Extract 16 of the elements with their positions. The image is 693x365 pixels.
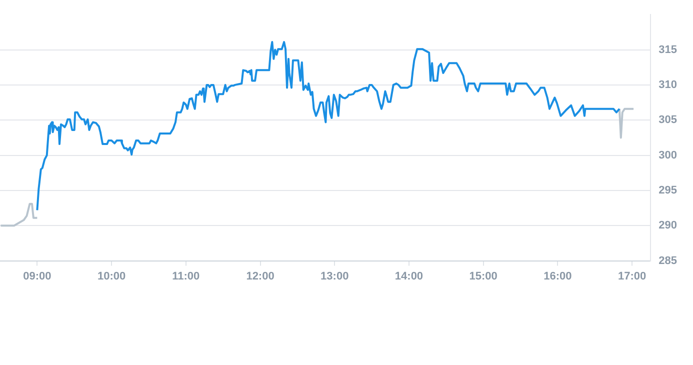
x-tick-label: 15:00	[469, 270, 498, 282]
x-tick-label: 12:00	[246, 270, 274, 282]
y-tick-label: 295	[658, 184, 678, 196]
x-tick-label: 13:00	[320, 270, 349, 282]
x-tick-label: 09:00	[23, 270, 52, 282]
x-tick-label: 10:00	[97, 270, 126, 282]
y-tick-label: 310	[658, 78, 678, 91]
y-tick-label: 305	[658, 114, 678, 126]
x-tick-label: 11:00	[172, 270, 200, 282]
x-tick-label: 16:00	[544, 270, 572, 282]
y-tick-label: 300	[658, 149, 678, 162]
y-tick-label: 285	[658, 254, 678, 267]
y-tick-label: 315	[658, 44, 678, 56]
x-tick-label: 14:00	[394, 270, 424, 282]
y-tick-label: 290	[658, 220, 678, 232]
x-tick-label: 17:00	[618, 270, 646, 282]
